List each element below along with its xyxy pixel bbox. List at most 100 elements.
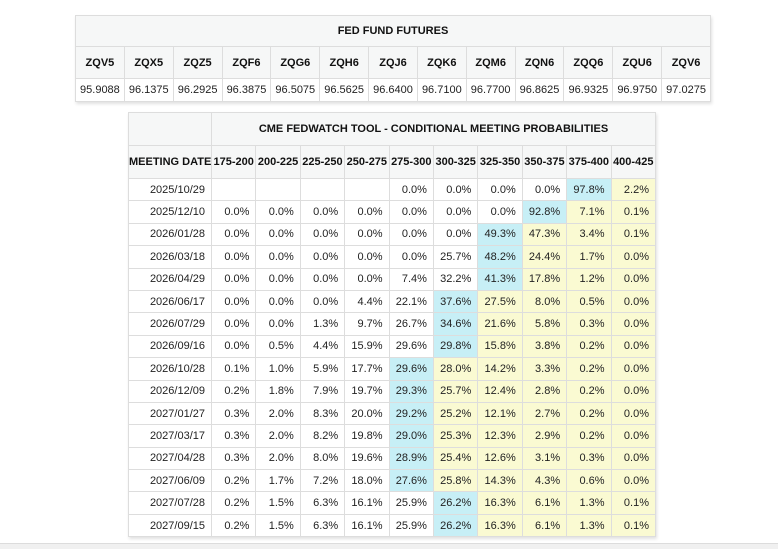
probability-cell: 19.7% <box>344 379 390 403</box>
probability-cell: 0.0% <box>610 424 657 448</box>
futures-column-header: ZQK6 <box>416 46 467 79</box>
probability-cell: 25.3% <box>432 424 479 448</box>
horizontal-scrollbar[interactable] <box>0 543 778 549</box>
futures-column-header: ZQM6 <box>465 46 516 79</box>
probability-cell: 0.2% <box>566 357 612 381</box>
meeting-date-cell: 2027/06/09 <box>128 469 212 493</box>
probability-cell: 17.7% <box>344 357 390 381</box>
probability-cell: 1.7% <box>255 469 301 493</box>
probability-cell: 1.0% <box>255 357 301 381</box>
meeting-date-cell: 2026/12/09 <box>128 379 212 403</box>
probability-cell: 48.2% <box>477 245 523 269</box>
meeting-row: 2027/06/09 0.2% 1.7% 7.2% 18.0% 27.6% 25.8% 14.… <box>128 469 657 493</box>
meeting-date-cell: 2026/04/29 <box>128 267 212 291</box>
probability-cell: 0.0% <box>255 200 301 224</box>
meeting-row: 2025/12/10 0.0% 0.0% 0.0% 0.0% 0.0% 0.0% 0.0% 92… <box>128 200 657 224</box>
probability-cell <box>344 177 390 202</box>
probability-cell: 1.5% <box>255 491 301 515</box>
probability-cell: 25.9% <box>388 491 434 515</box>
fedwatch-probabilities-table: CME FEDWATCH TOOL - CONDITIONAL MEETING … <box>128 112 657 538</box>
probability-cell: 0.0% <box>432 177 479 202</box>
probability-cell: 0.2% <box>566 379 612 403</box>
probability-cell: 0.0% <box>344 200 390 224</box>
probability-cell: 20.0% <box>344 401 390 426</box>
meeting-date-cell: 2027/03/17 <box>128 424 212 448</box>
probability-cell: 8.0% <box>299 446 346 471</box>
probability-cell: 7.9% <box>299 379 346 403</box>
meeting-row: 2027/07/28 0.2% 1.5% 6.3% 16.1% 25.9% 26.2% 16.… <box>128 491 657 515</box>
futures-column-header: ZQH6 <box>319 46 370 79</box>
rate-range-header: 225-250 <box>299 145 346 179</box>
futures-price-cell: 96.5625 <box>319 78 370 102</box>
meeting-row: 2026/10/28 0.1% 1.0% 5.9% 17.7% 29.6% 28.0% 14.… <box>128 357 657 381</box>
probability-cell: 3.1% <box>521 446 568 471</box>
probability-cell: 25.7% <box>432 245 479 269</box>
probability-cell: 2.9% <box>521 424 568 448</box>
probability-cell: 0.0% <box>210 289 257 314</box>
probability-cell: 0.0% <box>255 312 301 336</box>
probability-cell: 0.1% <box>210 357 257 381</box>
rate-range-header: 325-350 <box>477 145 523 179</box>
probability-cell: 24.4% <box>521 245 568 269</box>
probability-cell: 0.3% <box>210 401 257 426</box>
fedwatch-corner-cell <box>128 112 212 146</box>
probability-cell: 0.0% <box>344 267 390 291</box>
probability-cell: 0.0% <box>432 200 479 224</box>
meeting-date-cell: 2026/10/28 <box>128 357 212 381</box>
probability-cell: 3.8% <box>521 334 568 359</box>
probability-cell: 15.8% <box>477 334 523 359</box>
probability-cell: 0.2% <box>210 469 257 493</box>
probability-cell: 0.3% <box>210 446 257 471</box>
probability-cell: 3.3% <box>521 357 568 381</box>
futures-price-cell: 97.0275 <box>661 78 711 102</box>
meeting-date-cell: 2027/01/27 <box>128 401 212 426</box>
probability-cell: 0.0% <box>610 401 657 426</box>
futures-table-title: FED FUND FUTURES <box>75 15 711 47</box>
probability-cell <box>210 177 257 202</box>
probability-cell: 5.9% <box>299 357 346 381</box>
fed-fund-futures-table: FED FUND FUTURES ZQV5 ZQX5 ZQZ5 ZQF6 ZQG6 ZQH… <box>75 15 711 102</box>
probability-cell: 0.0% <box>210 267 257 291</box>
probability-cell: 22.1% <box>388 289 434 314</box>
probability-cell: 47.3% <box>521 222 568 247</box>
probability-cell: 29.6% <box>388 357 434 381</box>
probability-cell: 0.0% <box>210 200 257 224</box>
probability-cell: 21.6% <box>477 312 523 336</box>
meeting-date-cell: 2025/10/29 <box>128 177 212 202</box>
probability-cell: 27.5% <box>477 289 523 314</box>
probability-cell: 0.3% <box>566 446 612 471</box>
probability-cell: 0.1% <box>610 222 657 247</box>
probability-cell: 0.0% <box>299 267 346 291</box>
probability-cell: 0.0% <box>344 245 390 269</box>
probability-cell: 9.7% <box>344 312 390 336</box>
probability-cell: 0.0% <box>210 312 257 336</box>
rate-range-header: 300-325 <box>432 145 479 179</box>
probability-cell: 7.4% <box>388 267 434 291</box>
probability-cell: 0.0% <box>610 245 657 269</box>
meeting-row: 2027/09/15 0.2% 1.5% 6.3% 16.1% 25.9% 26.2% 16.… <box>128 513 657 538</box>
probability-cell: 29.6% <box>388 334 434 359</box>
probability-cell: 0.0% <box>210 245 257 269</box>
futures-column-header: ZQQ6 <box>563 46 614 79</box>
probability-cell: 4.4% <box>299 334 346 359</box>
probability-cell: 0.1% <box>610 200 657 224</box>
meeting-date-cell: 2026/03/18 <box>128 245 212 269</box>
probability-cell: 0.5% <box>255 334 301 359</box>
futures-title-row: FED FUND FUTURES <box>75 15 711 47</box>
probability-cell: 1.2% <box>566 267 612 291</box>
probability-cell: 4.4% <box>344 289 390 314</box>
probability-cell: 0.0% <box>610 312 657 336</box>
probability-cell: 0.5% <box>566 289 612 314</box>
probability-cell: 7.1% <box>566 200 612 224</box>
probability-cell: 2.7% <box>521 401 568 426</box>
probability-cell: 97.8% <box>566 177 612 202</box>
probability-cell: 0.2% <box>566 401 612 426</box>
rate-range-header: 375-400 <box>566 145 612 179</box>
meeting-date-cell: 2026/06/17 <box>128 289 212 314</box>
probability-cell: 3.4% <box>566 222 612 247</box>
probability-cell: 0.0% <box>255 267 301 291</box>
probability-cell: 0.0% <box>477 177 523 202</box>
probability-cell: 16.1% <box>344 491 390 515</box>
meeting-row: 2026/07/29 0.0% 0.0% 1.3% 9.7% 26.7% 34.6% 21.6… <box>128 312 657 336</box>
probability-cell: 29.2% <box>388 401 434 426</box>
